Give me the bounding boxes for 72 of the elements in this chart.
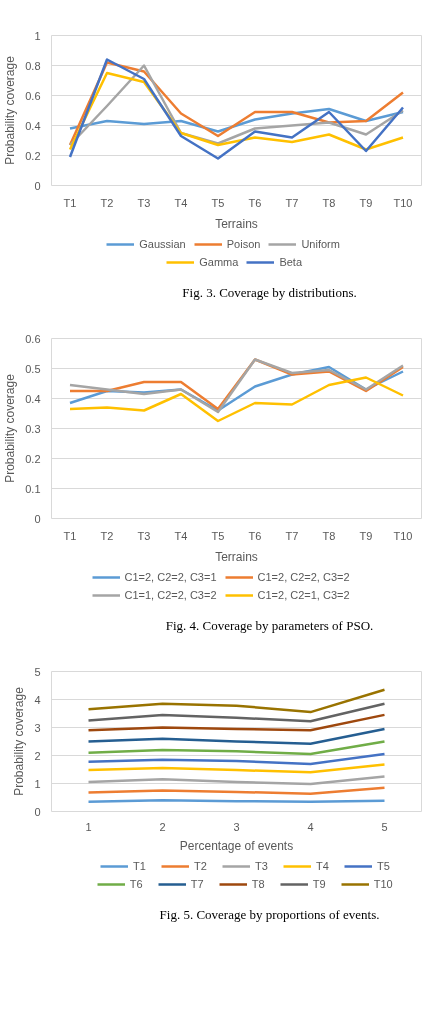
- legend-label: T4: [316, 859, 330, 873]
- x-tick-label: T1: [63, 529, 77, 542]
- x-tick-label: T6: [248, 196, 262, 209]
- y-tick-label: 0.3: [25, 422, 41, 435]
- y-tick-label: 0.6: [25, 332, 41, 345]
- y-tick-label: 1: [34, 777, 41, 790]
- x-tick-label: T7: [285, 529, 299, 542]
- x-tick-label: 1: [85, 820, 92, 833]
- x-tick-label: T6: [248, 529, 262, 542]
- x-axis-title: Percentage of events: [179, 838, 294, 853]
- x-tick-label: T4: [174, 529, 188, 542]
- y-tick-label: 0.5: [25, 362, 41, 375]
- caption: Fig. 5. Coverage by proportions of events.: [159, 906, 380, 922]
- x-tick-label: T7: [285, 196, 299, 209]
- legend-label: T6: [129, 877, 144, 891]
- y-axis-title: Probability coverage: [3, 373, 18, 483]
- y-axis-title: Probability coverage: [12, 686, 27, 796]
- y-tick-label: 0: [34, 512, 41, 525]
- x-tick-label: T8: [322, 196, 336, 209]
- y-tick-label: 0.4: [25, 392, 41, 405]
- legend-label: Uniform: [301, 237, 340, 251]
- caption: Fig. 3. Coverage by distributions.: [182, 284, 357, 300]
- x-tick-label: T4: [174, 196, 188, 209]
- y-tick-label: 0.1: [25, 482, 41, 495]
- x-tick-label: T9: [359, 196, 373, 209]
- caption: Fig. 4. Coverage by parameters of PSO.: [165, 617, 374, 633]
- x-axis-title: Terrains: [215, 216, 258, 231]
- y-axis-title: Probability coverage: [3, 55, 18, 165]
- legend-label: Gamma: [199, 255, 239, 269]
- x-tick-label: 2: [159, 820, 166, 833]
- legend-label: T5: [377, 859, 391, 873]
- x-tick-label: T3: [137, 529, 151, 542]
- x-tick-label: 5: [381, 820, 388, 833]
- y-tick-label: 0.4: [25, 119, 41, 132]
- legend-label: C1=2, C2=2, C3=2: [257, 570, 350, 584]
- y-tick-label: 2: [34, 749, 41, 762]
- y-tick-label: 0.6: [25, 89, 41, 102]
- x-axis-title: Terrains: [215, 549, 258, 564]
- legend-label: C1=2, C2=1, C3=2: [257, 588, 350, 602]
- legend-label: Poison: [226, 237, 261, 251]
- x-tick-label: T10: [393, 196, 413, 209]
- legend-label: T2: [194, 859, 208, 873]
- legend-label: C1=1, C2=2, C3=2: [124, 588, 217, 602]
- x-tick-label: T2: [100, 196, 114, 209]
- legend-label: T1: [133, 859, 147, 873]
- x-tick-label: T2: [100, 529, 114, 542]
- y-tick-label: 0.2: [25, 149, 41, 162]
- x-tick-label: 4: [307, 820, 314, 833]
- legend-label: T8: [251, 877, 266, 891]
- x-tick-label: T3: [137, 196, 151, 209]
- y-tick-label: 0.2: [25, 452, 41, 465]
- x-tick-label: 3: [233, 820, 240, 833]
- y-tick-label: 1: [34, 29, 41, 42]
- legend-label: T7: [190, 877, 205, 891]
- legend-label: Gaussian: [139, 237, 186, 251]
- legend-label: T10: [373, 877, 394, 891]
- y-tick-label: 4: [34, 693, 41, 706]
- x-tick-label: T5: [211, 196, 225, 209]
- x-tick-label: T1: [63, 196, 77, 209]
- legend-label: T3: [255, 859, 269, 873]
- y-tick-label: 0: [34, 179, 41, 192]
- y-tick-label: 0.8: [25, 59, 41, 72]
- x-tick-label: T9: [359, 529, 373, 542]
- legend-label: C1=2, C2=2, C3=1: [124, 570, 217, 584]
- y-tick-label: 5: [34, 665, 41, 678]
- x-tick-label: T10: [393, 529, 413, 542]
- y-tick-label: 0: [34, 805, 41, 818]
- x-tick-label: T5: [211, 529, 225, 542]
- legend-label: Beta: [279, 255, 303, 269]
- x-tick-label: T8: [322, 529, 336, 542]
- y-tick-label: 3: [34, 721, 41, 734]
- legend-label: T9: [312, 877, 327, 891]
